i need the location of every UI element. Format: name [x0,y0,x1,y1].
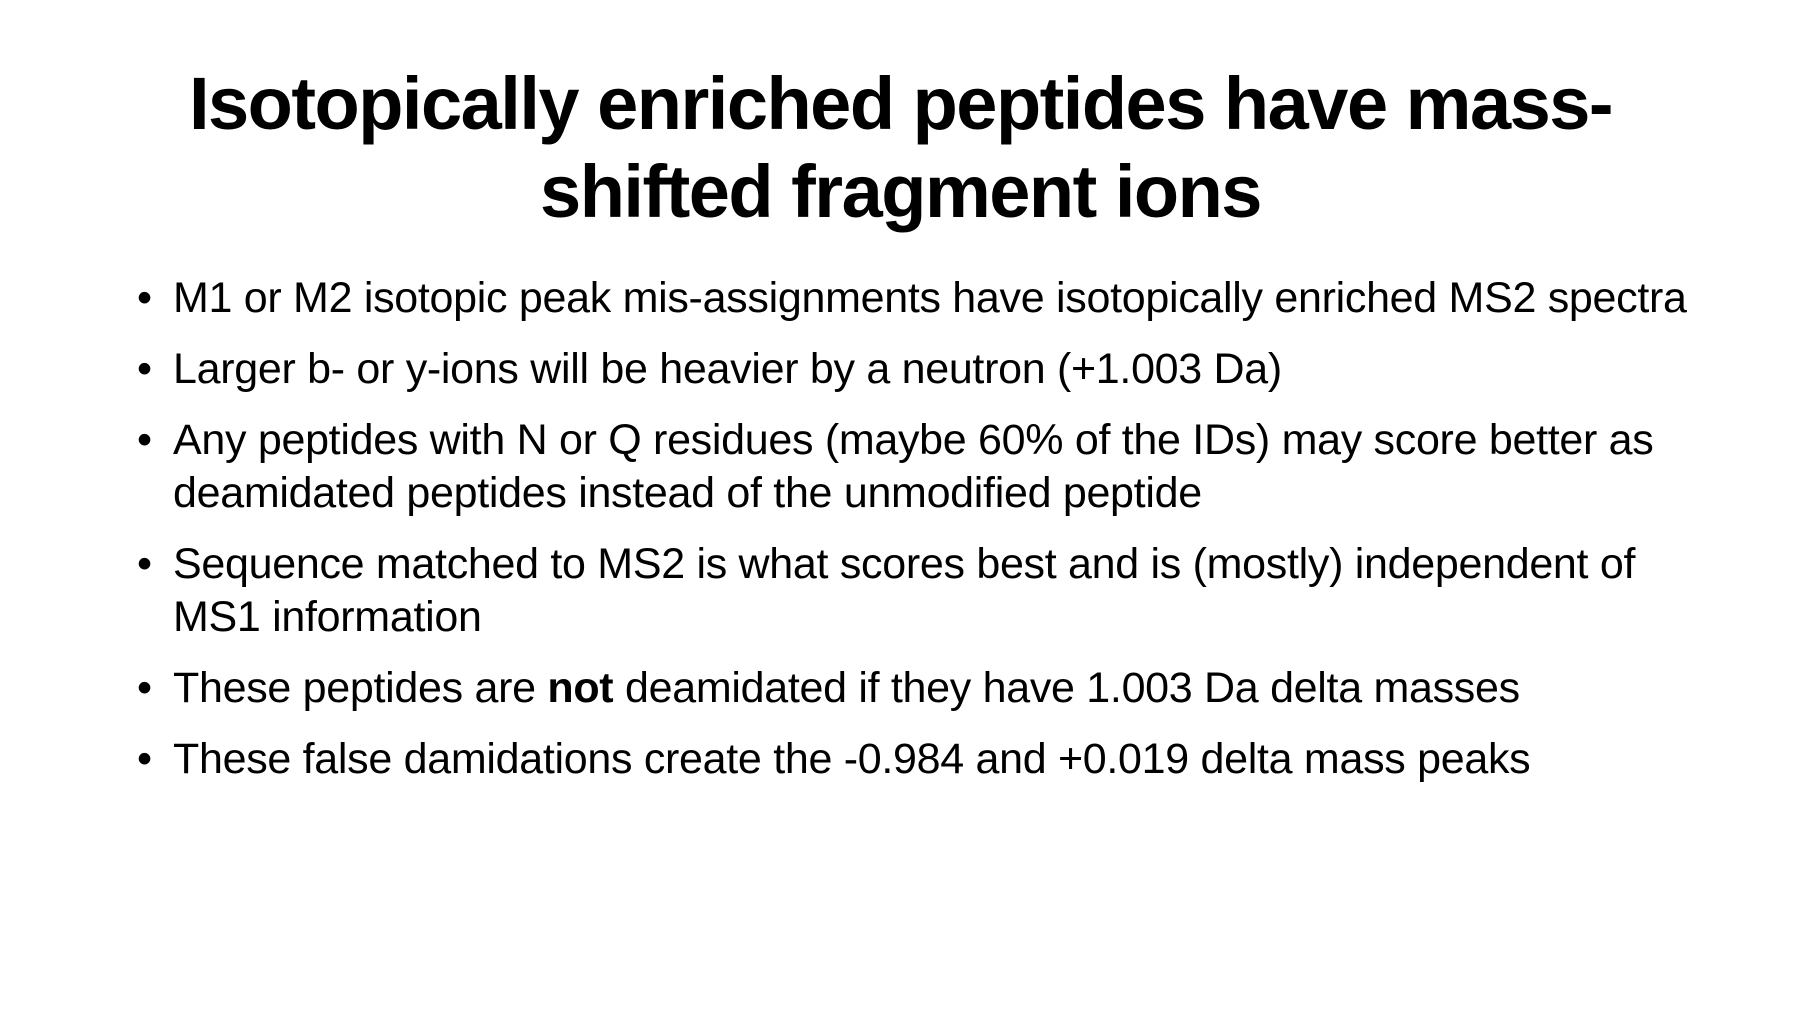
slide-title: Isotopically enriched peptides have mass… [188,62,1614,233]
bullet-text: Any peptides with N or Q residues (maybe… [173,416,1654,517]
bullet-item: • These false damidations create the -0.… [137,733,1697,786]
bullet-text-suffix: deamidated if they have 1.003 Da delta m… [613,664,1520,712]
bullet-dot-icon: • [137,735,152,783]
bullet-item: • Sequence matched to MS2 is what scores… [137,538,1697,644]
bullet-item: • These peptides are not deamidated if t… [137,662,1697,715]
bullet-text-prefix: These peptides are [173,664,548,712]
bullet-list: • M1 or M2 isotopic peak mis-assignments… [137,272,1697,804]
bullet-dot-icon: • [137,416,152,464]
bullet-item: • Larger b- or y-ions will be heavier by… [137,343,1697,396]
bullet-dot-icon: • [137,540,152,588]
bullet-dot-icon: • [137,274,152,322]
bullet-text: Sequence matched to MS2 is what scores b… [173,540,1636,641]
bullet-item: • Any peptides with N or Q residues (may… [137,414,1697,520]
bullet-dot-icon: • [137,664,152,712]
bullet-text: These false damidations create the -0.98… [173,735,1531,783]
bullet-text-emphasis: not [547,664,614,712]
bullet-dot-icon: • [137,345,152,393]
bullet-item: • M1 or M2 isotopic peak mis-assignments… [137,272,1697,325]
bullet-text: These peptides are not deamidated if the… [173,664,1520,712]
bullet-text: M1 or M2 isotopic peak mis-assignments h… [173,274,1687,322]
bullet-text: Larger b- or y-ions will be heavier by a… [173,345,1282,393]
